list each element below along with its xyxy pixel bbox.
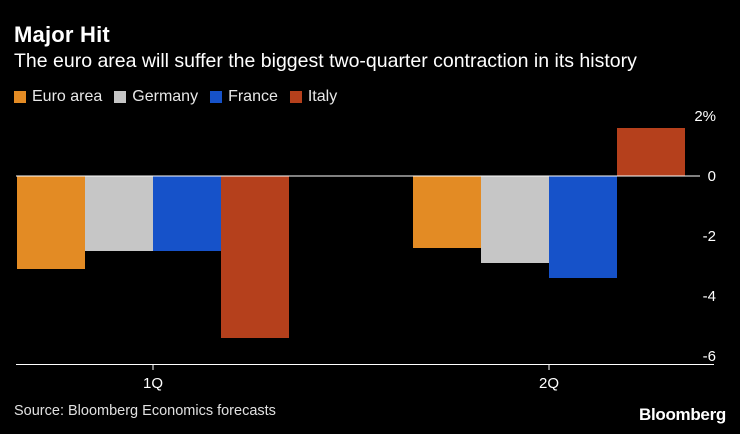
- y-tick-label: -2: [703, 228, 716, 245]
- legend-swatch-italy: [289, 91, 302, 103]
- bar-1q-france: [153, 176, 221, 251]
- chart-subtitle: The euro area will suffer the biggest tw…: [14, 50, 637, 72]
- legend-label-france: France: [228, 88, 278, 105]
- legend-label-euro-area: Euro area: [32, 88, 103, 105]
- legend: Euro area Germany France Italy: [14, 87, 349, 107]
- x-tick-label: 2Q: [539, 375, 559, 392]
- legend-item-italy: Italy: [289, 88, 338, 106]
- legend-swatch-euro-area: [14, 91, 26, 103]
- y-tick-label: -6: [703, 348, 716, 365]
- x-tick-label: 1Q: [143, 375, 163, 392]
- chart-title: Major Hit: [14, 22, 110, 47]
- y-tick-label: 2%: [694, 108, 716, 125]
- legend-label-germany: Germany: [132, 88, 199, 105]
- legend-item-euro-area: Euro area: [14, 88, 102, 106]
- source-note: Source: Bloomberg Economics forecasts: [14, 403, 276, 419]
- bar-2q-italy: [617, 128, 685, 176]
- legend-swatch-germany: [114, 91, 127, 103]
- legend-label-italy: Italy: [307, 88, 338, 105]
- legend-item-germany: Germany: [114, 88, 198, 106]
- bar-2q-france: [549, 176, 617, 278]
- y-tick-label: -4: [703, 288, 716, 305]
- bar-1q-euro-area: [17, 176, 85, 269]
- bar-2q-euro-area: [413, 176, 481, 248]
- legend-swatch-france: [210, 91, 223, 103]
- bar-1q-germany: [85, 176, 153, 251]
- y-tick-label: 0: [708, 168, 716, 185]
- bloomberg-logo: Bloomberg: [638, 405, 726, 424]
- bar-1q-italy: [221, 176, 289, 338]
- legend-item-france: France: [210, 88, 278, 106]
- bar-2q-germany: [481, 176, 549, 263]
